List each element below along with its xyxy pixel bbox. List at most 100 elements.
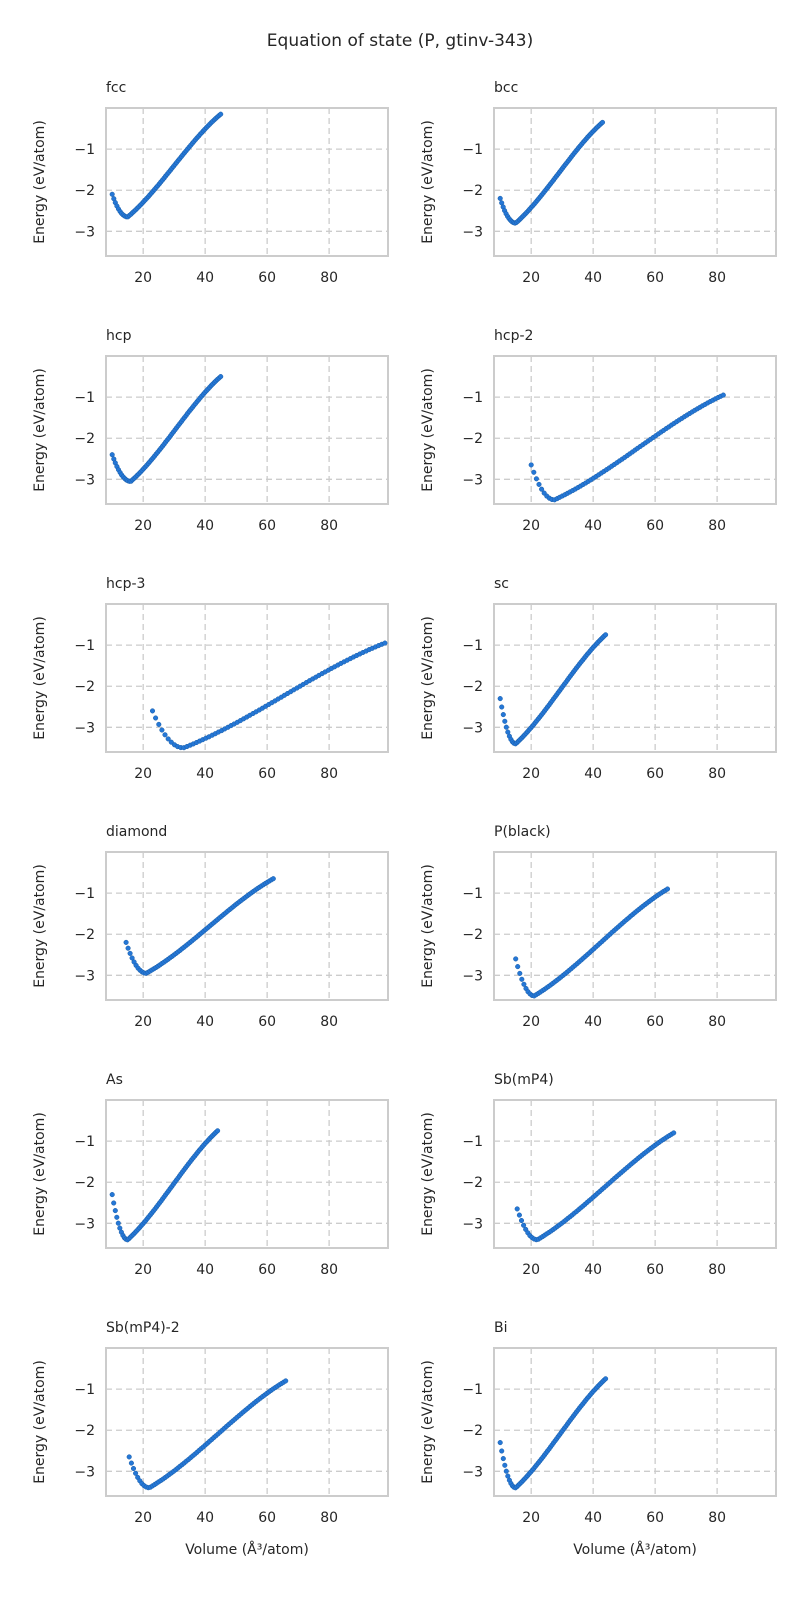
data-point bbox=[503, 1468, 509, 1474]
y-tick-label: −2 bbox=[462, 1175, 483, 1191]
data-point bbox=[114, 1214, 120, 1220]
y-tick-label: −3 bbox=[74, 1216, 95, 1232]
subplot: 20 40 60 80 −1 −2 −3 diamond Energy (eV/atom) bbox=[32, 824, 389, 1030]
y-axis-label: Energy (eV/atom) bbox=[32, 368, 48, 492]
subplot-title: P(black) bbox=[494, 824, 551, 840]
x-tick-label: 80 bbox=[708, 1262, 726, 1278]
data-points bbox=[528, 392, 726, 503]
data-point bbox=[129, 955, 135, 961]
subplot: 20 40 60 80 −1 −2 −3 Sb(mP4)-2 Energy (eV/atom) V… bbox=[32, 1320, 389, 1558]
data-point bbox=[109, 191, 115, 197]
data-point bbox=[115, 1220, 121, 1226]
y-axis-label: Energy (eV/atom) bbox=[420, 1360, 436, 1484]
y-axis-label: Energy (eV/atom) bbox=[32, 864, 48, 988]
x-tick-label: 40 bbox=[584, 270, 602, 286]
plot-area bbox=[105, 603, 389, 753]
y-axis-label: Energy (eV/atom) bbox=[420, 368, 436, 492]
data-points bbox=[109, 111, 224, 220]
y-tick-label: −1 bbox=[462, 638, 483, 654]
data-point bbox=[130, 1465, 137, 1472]
y-tick-label: −1 bbox=[74, 1134, 95, 1150]
x-tick-label: 80 bbox=[320, 270, 338, 286]
y-tick-label: −2 bbox=[74, 1423, 95, 1439]
plot-area bbox=[105, 1099, 389, 1249]
subplot-title: fcc bbox=[106, 80, 126, 96]
x-tick-label: 20 bbox=[522, 766, 540, 782]
data-point bbox=[502, 1462, 508, 1468]
y-axis-label: Energy (eV/atom) bbox=[32, 1360, 48, 1484]
x-tick-label: 80 bbox=[708, 766, 726, 782]
x-tick-label: 20 bbox=[134, 518, 152, 534]
data-point bbox=[499, 704, 505, 710]
plot-area bbox=[493, 851, 777, 1001]
subplot-title: hcp-3 bbox=[106, 576, 145, 592]
y-tick-label: −1 bbox=[462, 142, 483, 158]
data-point bbox=[514, 1206, 520, 1212]
y-axis-label: Energy (eV/atom) bbox=[420, 1112, 436, 1236]
data-point bbox=[528, 462, 534, 468]
y-tick-label: −2 bbox=[462, 1423, 483, 1439]
data-points bbox=[513, 886, 671, 999]
x-tick-label: 20 bbox=[134, 270, 152, 286]
subplot-title: sc bbox=[494, 576, 509, 592]
subplot: 20 40 60 80 −1 −2 −3 P(black) Energy (eV/atom) bbox=[420, 824, 777, 1030]
x-tick-label: 80 bbox=[320, 1014, 338, 1030]
data-points bbox=[123, 876, 276, 976]
x-tick-label: 60 bbox=[646, 766, 664, 782]
plot-area bbox=[493, 355, 777, 505]
subplot-grid: 20 40 60 80 −1 −2 −3 fcc Energy (eV/atom) 20 40 60 8… bbox=[32, 80, 777, 1558]
x-tick-label: 20 bbox=[522, 1262, 540, 1278]
y-tick-label: −1 bbox=[462, 1382, 483, 1398]
data-point bbox=[500, 1456, 506, 1462]
x-axis-label: Volume (Å³/atom) bbox=[573, 1541, 697, 1558]
subplot-title: diamond bbox=[106, 824, 167, 840]
x-tick-label: 60 bbox=[646, 518, 664, 534]
data-point bbox=[156, 721, 162, 727]
x-tick-label: 20 bbox=[522, 1510, 540, 1526]
y-axis-label: Energy (eV/atom) bbox=[32, 1112, 48, 1236]
x-tick-label: 80 bbox=[320, 766, 338, 782]
x-tick-label: 40 bbox=[196, 1510, 214, 1526]
plot-area bbox=[493, 1347, 777, 1497]
x-tick-label: 60 bbox=[646, 1014, 664, 1030]
y-axis-label: Energy (eV/atom) bbox=[420, 616, 436, 740]
y-tick-label: −2 bbox=[462, 927, 483, 943]
y-tick-label: −3 bbox=[74, 968, 95, 984]
x-tick-label: 80 bbox=[708, 1014, 726, 1030]
x-tick-label: 20 bbox=[134, 766, 152, 782]
data-point bbox=[125, 945, 131, 951]
data-point bbox=[109, 1192, 115, 1198]
data-point bbox=[521, 1222, 527, 1228]
y-axis-label: Energy (eV/atom) bbox=[32, 120, 48, 244]
y-tick-label: −3 bbox=[462, 1464, 483, 1480]
data-point bbox=[603, 632, 609, 638]
x-tick-label: 60 bbox=[258, 1510, 276, 1526]
x-tick-label: 40 bbox=[196, 270, 214, 286]
data-point bbox=[603, 1376, 609, 1382]
data-point bbox=[133, 1470, 139, 1476]
data-point bbox=[153, 715, 159, 721]
data-point bbox=[111, 1200, 117, 1206]
data-point bbox=[497, 1440, 503, 1446]
x-tick-label: 60 bbox=[258, 518, 276, 534]
data-point bbox=[531, 469, 537, 475]
x-tick-label: 60 bbox=[646, 270, 664, 286]
x-tick-label: 40 bbox=[584, 1014, 602, 1030]
x-tick-label: 20 bbox=[134, 1510, 152, 1526]
y-tick-label: −3 bbox=[462, 224, 483, 240]
subplot-title: Sb(mP4)-2 bbox=[106, 1320, 180, 1336]
x-tick-label: 60 bbox=[646, 1262, 664, 1278]
x-tick-label: 20 bbox=[522, 518, 540, 534]
plot-area bbox=[105, 107, 389, 257]
data-points bbox=[497, 632, 609, 747]
x-tick-label: 40 bbox=[196, 766, 214, 782]
data-point bbox=[126, 1454, 132, 1460]
y-tick-label: −2 bbox=[462, 679, 483, 695]
data-point bbox=[218, 374, 224, 380]
y-tick-label: −3 bbox=[462, 720, 483, 736]
data-point bbox=[533, 476, 539, 482]
y-tick-label: −1 bbox=[74, 390, 95, 406]
data-points bbox=[109, 374, 224, 484]
x-tick-label: 40 bbox=[196, 1014, 214, 1030]
